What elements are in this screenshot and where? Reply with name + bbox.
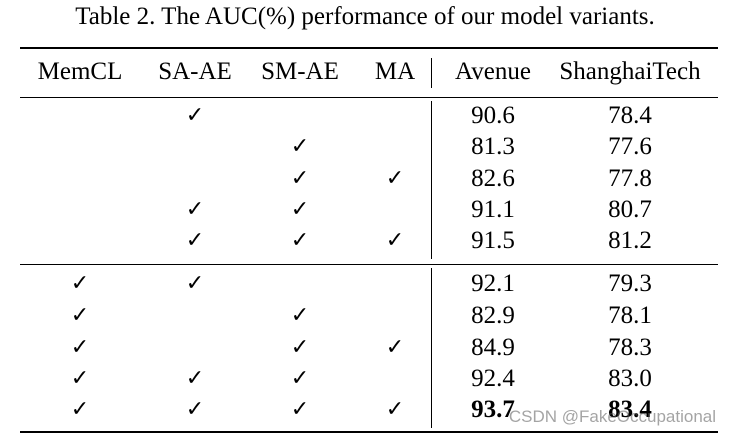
- avenue-value: 81.3: [471, 133, 515, 160]
- group-separator-rule: [20, 264, 718, 265]
- column-divider: [431, 268, 432, 428]
- header-rule: [20, 97, 718, 98]
- shanghaitech-value: 80.7: [608, 196, 652, 223]
- check-sm-ae: ✓: [290, 166, 310, 191]
- shanghaitech-value: 79.3: [608, 270, 652, 297]
- check-ma: ✓: [385, 228, 405, 253]
- check-sm-ae: ✓: [290, 134, 310, 159]
- shanghaitech-value: 78.4: [608, 102, 652, 129]
- header-sa-ae: SA-AE: [158, 58, 232, 85]
- avenue-value: 82.6: [471, 165, 515, 192]
- header-ma: MA: [374, 58, 416, 85]
- check-sm-ae: ✓: [290, 335, 310, 360]
- check-memcl: ✓: [70, 366, 90, 391]
- check-sm-ae: ✓: [290, 303, 310, 328]
- check-ma: ✓: [385, 397, 405, 422]
- table-caption: Table 2. The AUC(%) performance of our m…: [75, 3, 655, 30]
- header-memcl: MemCL: [37, 58, 123, 85]
- check-memcl: ✓: [70, 397, 90, 422]
- avenue-best-value: 93.7: [471, 396, 515, 423]
- shanghaitech-value: 77.6: [608, 133, 652, 160]
- avenue-value: 82.9: [471, 302, 515, 329]
- shanghaitech-value: 78.3: [608, 334, 652, 361]
- shanghaitech-value: 81.2: [608, 227, 652, 254]
- check-sa-ae: ✓: [185, 397, 205, 422]
- shanghaitech-best-value: 83.4: [608, 396, 652, 423]
- check-ma: ✓: [385, 335, 405, 360]
- watermark-text: CSDN @FakeOccupational: [508, 407, 716, 426]
- shanghaitech-value: 83.0: [608, 365, 652, 392]
- check-sm-ae: ✓: [290, 397, 310, 422]
- check-sa-ae: ✓: [185, 228, 205, 253]
- avenue-value: 84.9: [471, 334, 515, 361]
- bottom-rule: [20, 431, 718, 433]
- check-sm-ae: ✓: [290, 197, 310, 222]
- column-divider: [431, 58, 432, 88]
- check-memcl: ✓: [70, 271, 90, 296]
- check-sa-ae: ✓: [185, 197, 205, 222]
- column-divider: [431, 101, 432, 259]
- avenue-value: 92.1: [471, 270, 515, 297]
- check-sa-ae: ✓: [185, 271, 205, 296]
- header-sm-ae: SM-AE: [261, 58, 339, 85]
- check-memcl: ✓: [70, 303, 90, 328]
- check-sm-ae: ✓: [290, 366, 310, 391]
- avenue-value: 91.5: [471, 227, 515, 254]
- avenue-value: 90.6: [471, 102, 515, 129]
- check-sm-ae: ✓: [290, 228, 310, 253]
- avenue-value: 92.4: [471, 365, 515, 392]
- check-sa-ae: ✓: [185, 366, 205, 391]
- avenue-value: 91.1: [471, 196, 515, 223]
- shanghaitech-value: 77.8: [608, 165, 652, 192]
- shanghaitech-value: 78.1: [608, 302, 652, 329]
- header-avenue: Avenue: [455, 58, 531, 85]
- check-memcl: ✓: [70, 335, 90, 360]
- header-shanghaitech: ShanghaiTech: [559, 58, 701, 85]
- check-ma: ✓: [385, 166, 405, 191]
- check-sa-ae: ✓: [185, 103, 205, 128]
- top-rule: [20, 47, 718, 49]
